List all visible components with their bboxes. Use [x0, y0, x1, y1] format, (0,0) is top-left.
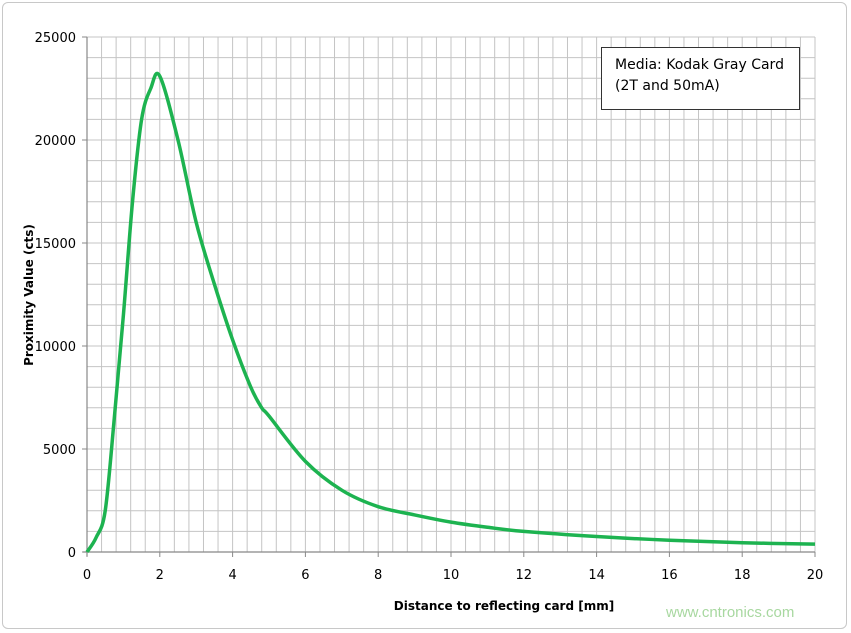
x-tick-label: 0 [83, 568, 91, 583]
grid [87, 36, 816, 552]
series-line [85, 71, 816, 553]
x-tick-label: 2 [156, 568, 164, 583]
x-axis-label: Distance to reflecting card [mm] [394, 599, 614, 613]
y-tick-label: 0 [68, 546, 76, 561]
x-tick-label: 4 [228, 568, 236, 583]
axes [82, 36, 816, 557]
legend: Media: Kodak Gray Card (2T and 50mA) [601, 47, 800, 110]
y-tick-label: 5000 [43, 443, 76, 458]
y-tick-label: 20000 [35, 134, 76, 149]
tick-labels: 0 2 4 6 8 10 12 14 16 18 20 0 5000 10000 15000 20000 250… [35, 31, 824, 583]
watermark: www.cntronics.com [666, 604, 795, 621]
series [85, 71, 816, 553]
y-tick-label: 10000 [35, 340, 76, 355]
x-tick-label: 18 [734, 568, 751, 583]
y-tick-label: 15000 [35, 237, 76, 252]
x-tick-label: 6 [301, 568, 309, 583]
legend-line-1: Media: Kodak Gray Card [615, 57, 784, 73]
x-tick-label: 20 [807, 568, 824, 583]
y-axis-label: Proximity Value (cts) [22, 224, 36, 366]
y-tick-label: 25000 [35, 31, 76, 46]
x-tick-label: 14 [588, 568, 605, 583]
x-tick-label: 16 [661, 568, 678, 583]
x-tick-label: 10 [443, 568, 460, 583]
x-tick-label: 8 [374, 568, 382, 583]
legend-line-2: (2T and 50mA) [615, 78, 720, 94]
x-tick-label: 12 [516, 568, 533, 583]
